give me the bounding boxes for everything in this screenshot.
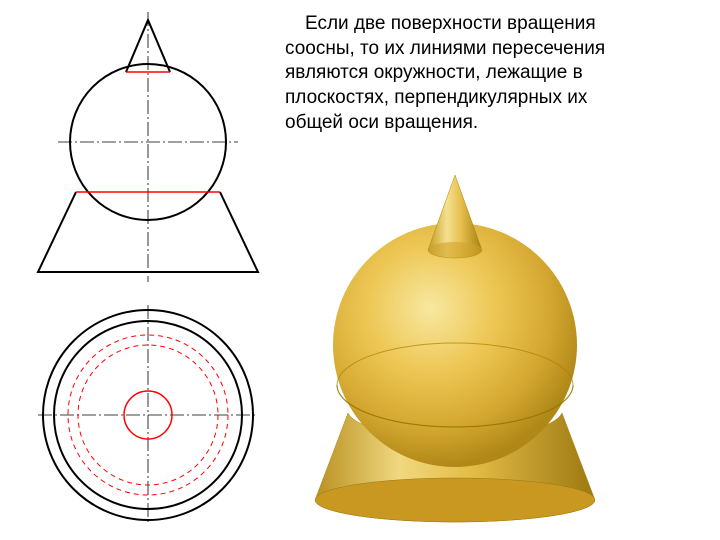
shape-3d-render: [290, 155, 620, 525]
text-line-4: плоскостях, перпендикулярных их: [285, 87, 587, 108]
description-text: Если две поверхности вращения соосны, то…: [285, 12, 705, 135]
front-view-drawing: [28, 12, 268, 282]
text-line-2: соосны, то их линиями пересечения: [285, 38, 605, 59]
text-line-3: являются окружности, лежащие в: [285, 62, 583, 83]
frustum-base-ellipse: [315, 478, 595, 522]
sphere-3d: [333, 223, 577, 467]
top-view-drawing: [38, 305, 258, 525]
text-line-1: Если две поверхности вращения: [305, 13, 596, 34]
text-line-5: общей оси вращения.: [285, 112, 478, 133]
cone-base-ellipse: [428, 242, 482, 258]
